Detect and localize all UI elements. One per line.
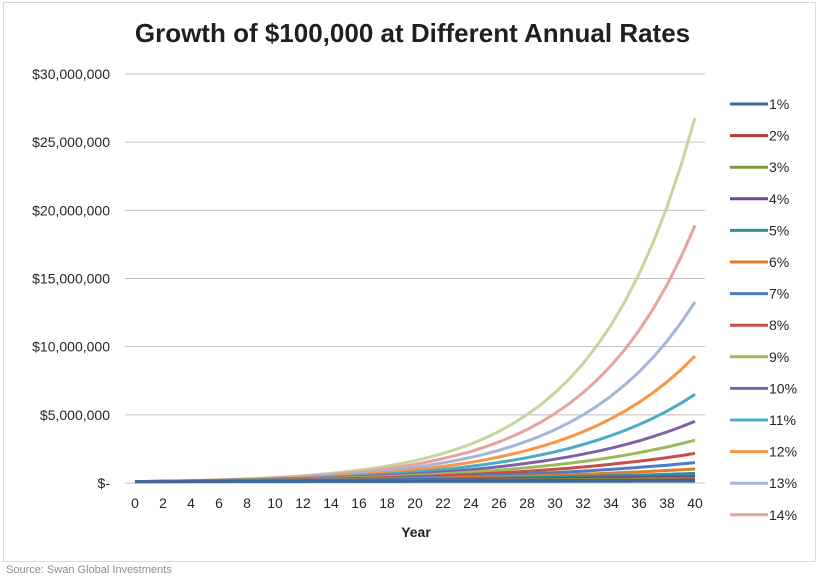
x-tick-label: 26 bbox=[491, 495, 507, 511]
legend-label: 1% bbox=[769, 96, 789, 112]
series-line-13pct bbox=[134, 301, 697, 484]
legend-label: 9% bbox=[769, 349, 789, 365]
x-tick-label: 12 bbox=[295, 495, 311, 511]
series-lines bbox=[134, 117, 697, 484]
source-note: Source: Swan Global Investments bbox=[6, 564, 172, 576]
x-tick-label: 24 bbox=[463, 495, 479, 511]
x-tick-label: 34 bbox=[603, 495, 619, 511]
legend-label: 10% bbox=[769, 380, 797, 396]
x-tick-label: 32 bbox=[575, 495, 591, 511]
y-tick-label: $15,000,000 bbox=[32, 271, 110, 287]
x-tick-label: 4 bbox=[187, 495, 195, 511]
legend-label: 14% bbox=[769, 507, 797, 523]
series-line-unlabeled bbox=[134, 117, 697, 484]
legend-label: 11% bbox=[769, 412, 796, 428]
x-axis-title: Year bbox=[401, 524, 431, 540]
x-tick-label: 38 bbox=[659, 495, 675, 511]
x-tick-label: 0 bbox=[131, 495, 139, 511]
x-tick-label: 40 bbox=[687, 495, 703, 511]
x-axis: 0 2 4 6 8 10 12 14 16 18 20 22 24 26 28 30 32 34 36 38 40 bbox=[131, 495, 703, 511]
x-tick-label: 22 bbox=[435, 495, 451, 511]
legend-label: 3% bbox=[769, 159, 789, 175]
legend-label: 5% bbox=[769, 222, 789, 238]
legend-label: 6% bbox=[769, 254, 789, 270]
series-line-1pct bbox=[135, 479, 695, 484]
series-line-14pct bbox=[134, 224, 697, 484]
gridlines bbox=[125, 73, 705, 484]
x-tick-label: 28 bbox=[519, 495, 535, 511]
y-tick-label: $- bbox=[98, 475, 111, 491]
x-tick-label: 36 bbox=[631, 495, 647, 511]
y-axis: $- $5,000,000 $10,000,000 $15,000,000 $20,00… bbox=[32, 66, 110, 491]
y-tick-label: $25,000,000 bbox=[32, 134, 110, 150]
x-tick-label: 16 bbox=[351, 495, 367, 511]
x-tick-label: 2 bbox=[159, 495, 167, 511]
y-tick-label: $5,000,000 bbox=[40, 407, 110, 423]
x-tick-label: 20 bbox=[407, 495, 423, 511]
x-tick-label: 6 bbox=[215, 495, 223, 511]
x-tick-label: 18 bbox=[379, 495, 395, 511]
y-tick-label: $20,000,000 bbox=[32, 202, 110, 218]
legend-label: 13% bbox=[769, 475, 797, 491]
y-tick-label: $10,000,000 bbox=[32, 339, 110, 355]
legend-label: 7% bbox=[769, 286, 789, 302]
x-tick-label: 30 bbox=[547, 495, 563, 511]
x-tick-label: 14 bbox=[323, 495, 339, 511]
chart-title: Growth of $100,000 at Different Annual R… bbox=[134, 18, 691, 48]
legend-label: 4% bbox=[769, 191, 789, 207]
legend-label: 8% bbox=[769, 317, 789, 333]
x-tick-label: 8 bbox=[243, 495, 251, 511]
legend-label: 2% bbox=[769, 128, 789, 144]
y-tick-label: $30,000,000 bbox=[32, 66, 110, 82]
legend: 1% 2% 3% 4% 5% 6% 7% 8% 9% 10% 11% 12% 13% 14% bbox=[730, 96, 797, 523]
x-tick-label: 10 bbox=[267, 495, 283, 511]
legend-label: 12% bbox=[769, 444, 797, 460]
